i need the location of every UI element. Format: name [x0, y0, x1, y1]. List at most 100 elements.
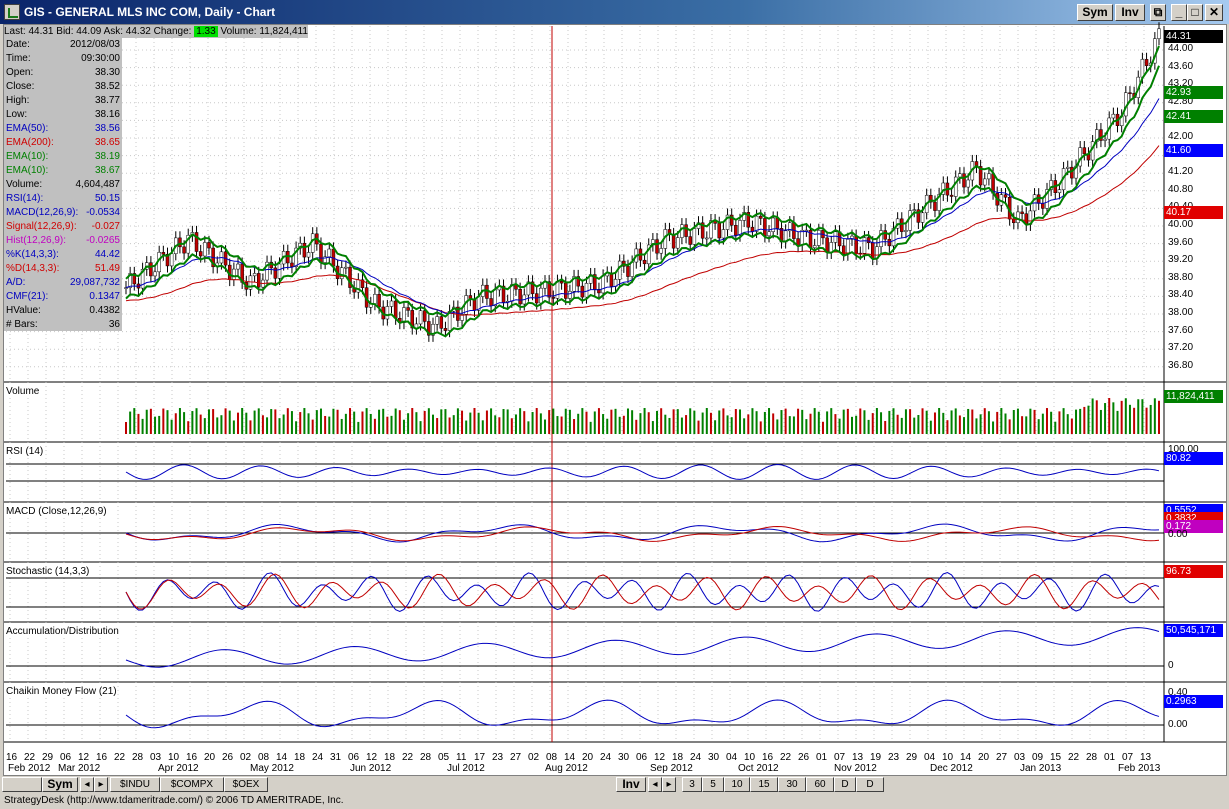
candle-body: [344, 266, 348, 269]
signal-line: [125, 526, 1160, 542]
data-window-row: EMA(200): 38.65: [6, 136, 122, 150]
period-d-extra[interactable]: D: [856, 777, 884, 792]
volume-bar: [946, 420, 949, 434]
price-badge: 40.17: [1164, 206, 1223, 219]
period-60[interactable]: 60: [806, 777, 834, 792]
maximize-icon[interactable]: □: [1187, 4, 1203, 21]
candle-body: [763, 218, 767, 237]
day-tick: 20: [978, 752, 990, 763]
data-window-label: # Bars:: [6, 319, 38, 330]
candle-body: [933, 201, 937, 211]
day-tick: 03: [150, 752, 162, 763]
volume-bar: [826, 411, 829, 434]
detach-icon[interactable]: ⧉: [1150, 4, 1166, 21]
candle-body: [1057, 189, 1062, 194]
volume-bar: [904, 409, 907, 434]
candle-body: [149, 262, 153, 277]
inv-button[interactable]: Inv: [1115, 4, 1145, 21]
candle-body: [978, 166, 983, 186]
volume-bar: [1116, 410, 1119, 434]
period-right-icon[interactable]: ▸: [662, 777, 676, 792]
day-tick: 19: [870, 752, 882, 763]
inv-tab[interactable]: Inv: [616, 777, 646, 792]
volume-bar: [568, 409, 571, 434]
period-3[interactable]: 3: [682, 777, 702, 792]
candle-body: [402, 307, 406, 323]
tab-compx[interactable]: $COMPX: [160, 777, 224, 792]
volume-bar: [531, 412, 534, 434]
day-tick: 06: [348, 752, 360, 763]
period-5[interactable]: 5: [702, 777, 724, 792]
volume-bar: [1095, 400, 1098, 434]
candle-body: [850, 235, 854, 240]
price-tick: 43.20: [1168, 78, 1194, 90]
volume-bar: [295, 421, 298, 434]
volume-bar: [1091, 398, 1094, 434]
data-window-row: Date: 2012/08/03: [6, 38, 122, 52]
volume-bar: [938, 408, 941, 434]
volume-bar: [1133, 407, 1136, 434]
volume-bar: [1016, 408, 1019, 434]
data-window-row: Low: 38.16: [6, 108, 122, 122]
chart-area[interactable]: [3, 24, 1227, 776]
price-tick: 40.00: [1168, 219, 1194, 230]
volume-bar: [307, 413, 310, 434]
data-window-value: 38.65: [94, 137, 120, 148]
volume-bar: [270, 409, 273, 434]
candle-body: [576, 276, 580, 287]
candle-body: [572, 276, 576, 292]
period-15[interactable]: 15: [750, 777, 778, 792]
candle-body: [630, 261, 634, 277]
sym-button[interactable]: Sym: [1077, 4, 1113, 21]
period-daily[interactable]: D: [834, 777, 856, 792]
candle-body: [493, 289, 497, 307]
volume-bar: [456, 408, 459, 434]
period-10[interactable]: 10: [724, 777, 750, 792]
volume-bar: [1045, 408, 1048, 434]
day-tick: 06: [60, 752, 72, 763]
candle-body: [257, 273, 261, 288]
candle-body: [431, 323, 435, 336]
tab-scroll-right-icon[interactable]: ▸: [94, 777, 108, 792]
volume-bar: [693, 410, 696, 434]
day-tick: 18: [384, 752, 396, 763]
volume-bar: [656, 410, 659, 434]
candle-body: [771, 217, 775, 232]
candle-body: [721, 229, 726, 239]
volume-bar: [838, 418, 841, 434]
cmf-line: [125, 699, 1160, 729]
data-window-label: HValue:: [6, 305, 41, 316]
day-tick: 29: [42, 752, 54, 763]
close-icon[interactable]: ✕: [1205, 4, 1223, 21]
volume-bar: [880, 412, 883, 434]
volume-bar: [336, 409, 339, 434]
day-tick: 02: [240, 752, 252, 763]
day-tick: 27: [510, 752, 522, 763]
volume-bar: [859, 408, 862, 434]
price-tick: 38.80: [1168, 271, 1194, 283]
volume-bar: [983, 408, 986, 434]
candle-body: [1036, 194, 1041, 204]
tab-scroll-left-icon[interactable]: ◂: [80, 777, 94, 792]
period-30[interactable]: 30: [778, 777, 806, 792]
data-window-row: EMA(10): 38.67: [6, 164, 122, 178]
volume-bar: [1058, 411, 1061, 434]
volume-bar: [220, 415, 223, 434]
candle-body: [302, 242, 307, 258]
stochastic-panel-label: Stochastic (14,3,3): [6, 566, 90, 577]
candle-body: [709, 220, 713, 239]
candle-body: [983, 178, 987, 186]
volume-bar: [481, 420, 484, 434]
sym-tab[interactable]: Sym: [42, 777, 78, 792]
symbol-tab-blank[interactable]: [2, 777, 42, 792]
volume-bar: [1137, 399, 1140, 434]
period-left-icon[interactable]: ◂: [648, 777, 662, 792]
minimize-icon[interactable]: _: [1171, 4, 1187, 21]
data-window-value: 38.16: [94, 109, 120, 120]
candle-body: [539, 287, 543, 304]
tab-indu[interactable]: $INDU: [110, 777, 160, 792]
bid-label: Bid:: [56, 26, 74, 37]
tab-oex[interactable]: $OEX: [224, 777, 268, 792]
volume-bar: [394, 408, 397, 434]
candle-body: [530, 281, 535, 294]
